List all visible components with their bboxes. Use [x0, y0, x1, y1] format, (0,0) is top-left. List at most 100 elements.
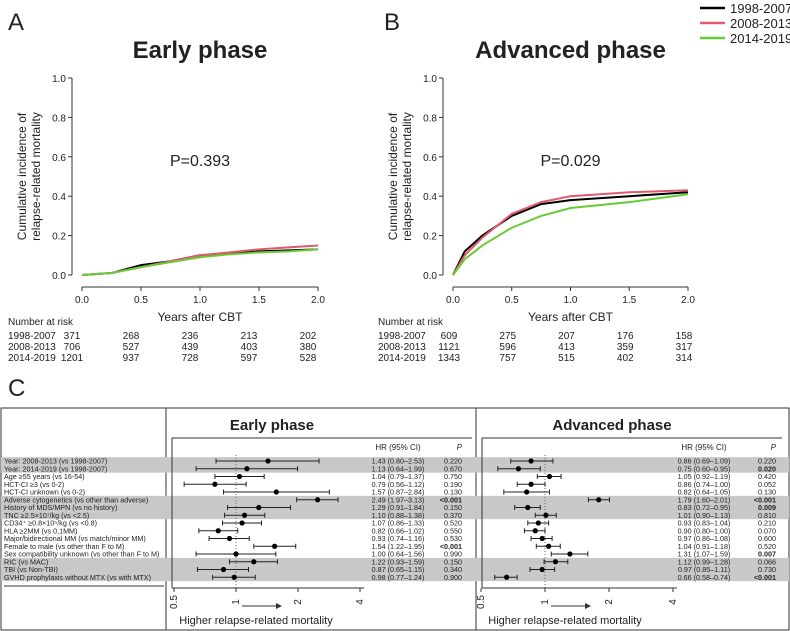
p-value: 0.052 — [758, 480, 776, 489]
risk-count: 380 — [300, 342, 317, 353]
x-tick-label: 0.0 — [75, 295, 89, 306]
hr-point — [315, 497, 321, 503]
shaded-row — [1, 464, 789, 473]
p-value: P=0.029 — [540, 153, 600, 170]
p-value: 0.670 — [444, 464, 462, 473]
x-tick-label: 1.0 — [193, 295, 207, 306]
panel-letter: A — [8, 9, 24, 36]
hr-point — [231, 574, 237, 580]
hr-point — [524, 489, 530, 495]
hr-point — [236, 473, 243, 480]
hr-ci-text: 1.31 (1.07–1.59) — [678, 550, 731, 559]
x-tick-label: 2 — [293, 599, 304, 605]
covariate-label: History of MDS/MPN (vs no history) — [4, 503, 117, 512]
x-axis-label: Higher relapse-related mortality — [179, 615, 333, 627]
arrow-head — [585, 603, 591, 609]
covariate-label: GVHD prophylaxis without MTX (vs with MT… — [4, 573, 151, 582]
legend-label: 1998-2007 — [730, 1, 790, 16]
hr-ci-text: 0.98 (0.77–1.24) — [372, 573, 425, 582]
hr-ci-text: 0.82 (0.66–1.02) — [372, 526, 425, 535]
x-axis-label: Years after CBT — [528, 310, 614, 324]
hr-ci-text: 1.04 (0.91–1.18) — [678, 542, 731, 551]
covariate-label: Adverse cytogenetics (vs other than adve… — [4, 495, 148, 504]
risk-title: Number at risk — [8, 317, 74, 328]
hr-ci-text: 0.93 (0.74–1.16) — [372, 534, 425, 543]
hr-ci-text: 1.07 (0.86–1.33) — [372, 519, 425, 528]
x-tick-label: 2.0 — [311, 295, 325, 306]
p-header: P — [457, 443, 463, 452]
risk-count: 528 — [300, 353, 317, 364]
hr-point — [273, 489, 279, 495]
hr-header: HR (95% CI) — [375, 443, 421, 452]
p-value: <0.001 — [754, 573, 776, 582]
hr-point — [256, 504, 262, 511]
x-tick-label: 4 — [355, 599, 366, 605]
p-value: 0.066 — [758, 557, 776, 566]
hr-ci-text: 1.29 (0.91–1.84) — [372, 503, 425, 512]
risk-count: 268 — [123, 331, 140, 342]
risk-group-label: 2014-2019 — [378, 353, 426, 364]
hr-point — [539, 566, 545, 573]
panel-letter: B — [384, 9, 400, 36]
covariate-label: CD34⁺ ≥0.8×10⁵/kg (vs <0.8) — [4, 519, 97, 528]
covariate-label: TNC ≥2.5×10⁷/kg (vs <2.5) — [4, 511, 89, 520]
p-value: 0.520 — [758, 542, 776, 551]
y-axis-label: relapse-related mortality — [29, 112, 43, 241]
covariate-label: HLA ≥2MM (vs 0,1MM) — [4, 526, 77, 535]
y-tick-label: 0.0 — [423, 271, 437, 282]
y-tick-label: 0.8 — [423, 113, 437, 124]
y-tick-label: 0.4 — [52, 192, 66, 203]
x-axis-label: Higher relapse-related mortality — [488, 615, 642, 627]
covariate-label: TBI (vs Non-TBI) — [4, 565, 58, 574]
y-axis-label: relapse-related mortality — [400, 112, 414, 241]
risk-count: 202 — [300, 331, 317, 342]
hr-ci-text: 1.54 (1.22–1.95) — [372, 542, 425, 551]
hr-point — [265, 458, 271, 464]
hr-point — [239, 520, 245, 526]
shaded-row — [1, 511, 789, 520]
series-line-2014-2019 — [81, 248, 319, 276]
x-tick-label: 0.5 — [169, 595, 180, 609]
hr-ci-text: 0.79 (0.56–1.12) — [372, 480, 425, 489]
p-value: 0.600 — [758, 534, 776, 543]
x-tick-label: 1.5 — [622, 295, 636, 306]
hr-ci-text: 1.12 (0.99–1.28) — [678, 557, 731, 566]
risk-group-label: 1998-2007 — [378, 331, 426, 342]
p-value: 0.190 — [444, 480, 462, 489]
hr-ci-text: 1.79 (1.60–2.01) — [678, 495, 731, 504]
x-tick-label: 0.5 — [476, 595, 487, 609]
risk-count: 213 — [241, 331, 258, 342]
y-tick-label: 0.2 — [52, 232, 66, 243]
p-value: 0.007 — [758, 550, 776, 559]
p-value: P=0.393 — [170, 153, 230, 170]
risk-count: 359 — [617, 342, 634, 353]
covariate-label: HCT-CI ≥3 (vs 0-2) — [4, 480, 64, 489]
risk-count: 609 — [441, 331, 458, 342]
forest-title: Advanced phase — [552, 417, 671, 434]
hr-point — [272, 543, 278, 549]
y-tick-label: 0.8 — [52, 113, 66, 124]
risk-count: 402 — [617, 353, 634, 364]
panel-letter: C — [8, 375, 25, 402]
covariate-label: Major/bidirectional MM (vs match/minor M… — [4, 534, 146, 543]
hr-ci-text: 1.13 (0.64–1.99) — [372, 464, 425, 473]
shaded-row — [1, 457, 789, 465]
risk-count: 597 — [241, 353, 258, 364]
risk-count: 757 — [499, 353, 516, 364]
x-tick-label: 4 — [668, 599, 679, 605]
x-tick-label: 1 — [540, 599, 551, 605]
hr-point — [552, 559, 559, 565]
risk-count: 371 — [64, 331, 81, 342]
covariate-label: Age ≥55 years (vs 16-54) — [4, 472, 85, 481]
p-value: <0.001 — [754, 495, 776, 504]
risk-count: 207 — [558, 331, 575, 342]
chart-title: Advanced phase — [475, 37, 666, 64]
risk-group-label: 2014-2019 — [8, 353, 56, 364]
arrow-head — [276, 603, 282, 609]
risk-count: 275 — [499, 331, 516, 342]
y-tick-label: 0.6 — [52, 153, 66, 164]
hr-ci-text: 0.93 (0.83–1.04) — [678, 519, 731, 528]
hr-ci-text: 1.04 (0.79–1.37) — [372, 472, 425, 481]
forest-title: Early phase — [230, 417, 314, 434]
